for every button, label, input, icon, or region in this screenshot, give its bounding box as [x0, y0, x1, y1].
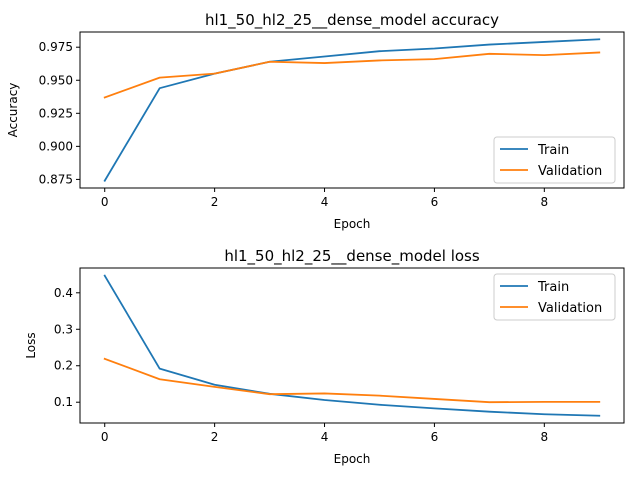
x-axis-label: Epoch [334, 217, 371, 231]
y-tick-label: 0.925 [39, 106, 73, 120]
y-tick-label: 0.4 [54, 286, 73, 300]
x-tick-label: 8 [541, 195, 549, 209]
subplot-loss: 0 2 4 6 8 0.1 0.2 0.3 0.4 hl1_50_hl2_25__dense_mo… [24, 247, 625, 466]
y-tick-label: 0.975 [39, 40, 73, 54]
axes-frame [79, 267, 625, 424]
y-tick-label: 0.950 [39, 73, 73, 87]
y-axis-label: Loss [24, 332, 38, 358]
x-tick-label: 0 [101, 195, 109, 209]
series-line-train [103, 38, 601, 182]
x-tick-label: 8 [541, 430, 549, 444]
x-tick-label: 2 [211, 430, 219, 444]
y-tick-label: 0.1 [54, 395, 73, 409]
series-line-validation [103, 51, 601, 99]
x-tick-label: 6 [431, 430, 439, 444]
series-line-train [103, 274, 601, 417]
legend-label-train: Train [537, 280, 569, 295]
y-tick-label: 0.900 [39, 139, 73, 153]
legend: Train Validation [493, 136, 616, 184]
series-line-validation [103, 357, 601, 404]
legend-label-validation: Validation [538, 164, 602, 179]
y-tick-label: 0.3 [54, 322, 73, 336]
chart-title: hl1_50_hl2_25__dense_model loss [224, 247, 480, 266]
x-tick-label: 6 [431, 195, 439, 209]
axes-frame [79, 31, 625, 189]
legend-label-train: Train [537, 143, 569, 158]
legend-label-validation: Validation [538, 301, 602, 316]
x-tick-label: 0 [101, 430, 109, 444]
x-tick-label: 4 [321, 195, 329, 209]
y-tick-label: 0.2 [54, 359, 73, 373]
x-axis-label: Epoch [334, 452, 371, 466]
y-axis-label: Accuracy [6, 83, 20, 138]
y-tick-label: 0.875 [39, 172, 73, 186]
chart-title: hl1_50_hl2_25__dense_model accuracy [205, 11, 499, 30]
x-tick-label: 2 [211, 195, 219, 209]
x-tick-label: 4 [321, 430, 329, 444]
legend: Train Validation [493, 273, 616, 321]
subplot-accuracy: 0 2 4 6 8 0.875 0.900 0.925 0.950 0.975 hl1_50_hl2… [6, 11, 625, 231]
